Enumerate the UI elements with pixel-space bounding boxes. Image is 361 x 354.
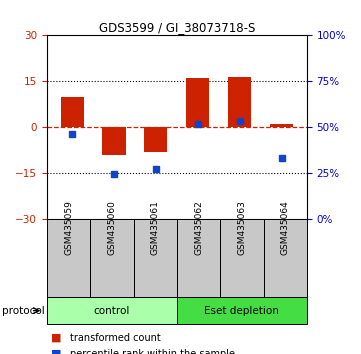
Text: GSM435063: GSM435063 — [238, 200, 246, 255]
Text: GSM435062: GSM435062 — [194, 200, 203, 255]
Text: GSM435064: GSM435064 — [281, 200, 290, 255]
Bar — [270, 124, 293, 127]
Text: protocol: protocol — [2, 306, 44, 316]
Text: Eset depletion: Eset depletion — [204, 306, 279, 316]
Text: GSM435060: GSM435060 — [108, 200, 116, 255]
Bar — [61, 97, 84, 127]
Bar — [103, 127, 126, 155]
Title: GDS3599 / GI_38073718-S: GDS3599 / GI_38073718-S — [99, 21, 255, 34]
Text: transformed count: transformed count — [70, 333, 161, 343]
Text: GSM435061: GSM435061 — [151, 200, 160, 255]
Bar — [186, 78, 209, 127]
Text: ■: ■ — [51, 349, 61, 354]
Bar — [228, 77, 251, 127]
Text: GSM435059: GSM435059 — [64, 200, 73, 255]
Text: percentile rank within the sample: percentile rank within the sample — [70, 349, 235, 354]
Bar — [144, 127, 168, 152]
Text: ■: ■ — [51, 333, 61, 343]
Text: control: control — [94, 306, 130, 316]
